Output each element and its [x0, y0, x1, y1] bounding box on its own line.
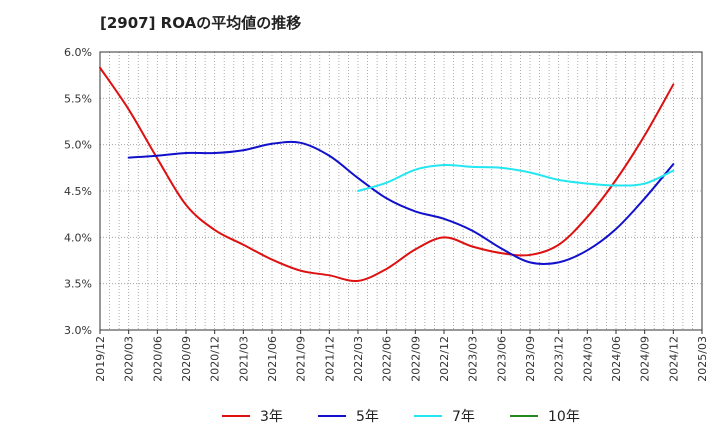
- x-tick-label: 2022/03: [352, 336, 365, 382]
- x-tick-label: 2021/06: [266, 336, 279, 382]
- x-tick-label: 2023/06: [495, 336, 508, 382]
- x-tick-label: 2019/12: [94, 336, 107, 382]
- x-tick-label: 2023/09: [524, 336, 537, 382]
- x-tick-label: 2022/09: [409, 336, 422, 382]
- legend-label-3y: 3年: [260, 409, 283, 425]
- y-tick-label: 3.0%: [64, 324, 92, 337]
- x-tick-label: 2020/12: [209, 336, 222, 382]
- x-tick-label: 2020/03: [123, 336, 136, 382]
- y-tick-label: 6.0%: [64, 46, 92, 59]
- legend: 3年 5年 7年 10年: [0, 400, 720, 430]
- legend-label-5y: 5年: [356, 409, 379, 425]
- legend-swatch-7y: [414, 415, 442, 417]
- legend-swatch-5y: [318, 415, 346, 417]
- legend-item-3y: 3年: [222, 406, 283, 426]
- series-line-5y: [127, 140, 675, 265]
- x-tick-label: 2020/06: [151, 336, 164, 382]
- y-tick-label: 5.5%: [64, 92, 92, 105]
- x-tick-label: 2023/12: [553, 336, 566, 382]
- x-tick-label: 2025/03: [696, 336, 709, 382]
- chart-title: [2907] ROAの平均値の推移: [100, 14, 302, 32]
- plot-frame: [99, 51, 703, 331]
- x-tick-label: 2020/09: [180, 336, 193, 382]
- series-line-3y: [99, 66, 675, 283]
- legend-item-7y: 7年: [414, 406, 475, 426]
- x-tick-label: 2023/03: [467, 336, 480, 382]
- x-tick-label: 2021/03: [237, 336, 250, 382]
- x-tick-label: 2024/12: [667, 336, 680, 382]
- legend-swatch-3y: [222, 415, 250, 417]
- legend-item-10y: 10年: [510, 406, 580, 426]
- x-tick-label: 2024/03: [581, 336, 594, 382]
- y-tick-label: 4.5%: [64, 185, 92, 198]
- legend-label-10y: 10年: [548, 409, 580, 425]
- y-tick-label: 3.5%: [64, 278, 92, 291]
- legend-swatch-10y: [510, 415, 538, 417]
- y-tick-label: 5.0%: [64, 139, 92, 152]
- legend-item-5y: 5年: [318, 406, 379, 426]
- x-tick-label: 2021/09: [295, 336, 308, 382]
- x-tick-label: 2024/06: [610, 336, 623, 382]
- series-line-7y: [357, 163, 675, 192]
- x-tick-label: 2022/06: [381, 336, 394, 382]
- x-tick-label: 2022/12: [438, 336, 451, 382]
- y-tick-label: 4.0%: [64, 231, 92, 244]
- x-tick-label: 2021/12: [323, 336, 336, 382]
- x-tick-label: 2024/09: [639, 336, 652, 382]
- legend-label-7y: 7年: [452, 409, 475, 425]
